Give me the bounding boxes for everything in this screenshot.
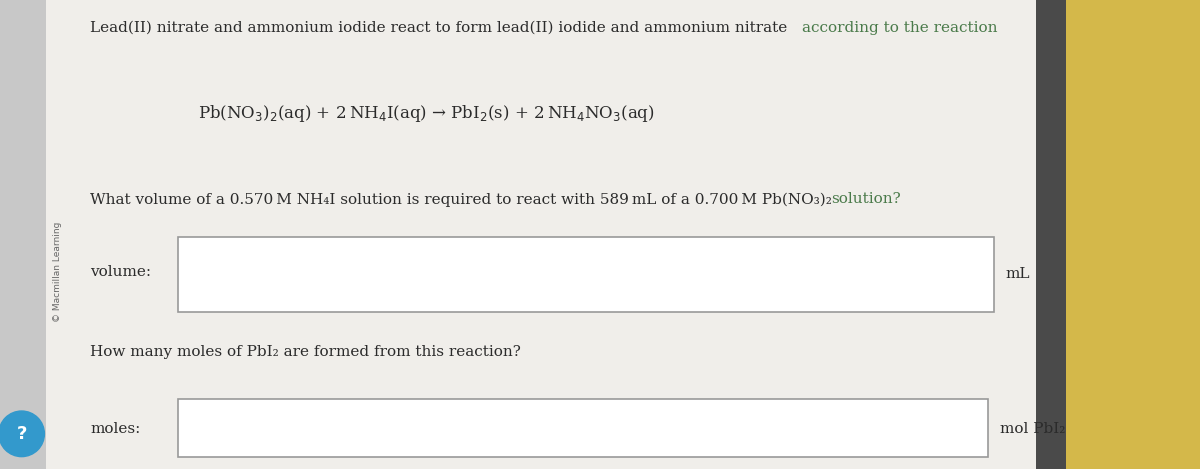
Text: © Macmillan Learning: © Macmillan Learning: [53, 222, 62, 322]
Text: ?: ?: [17, 425, 26, 443]
Text: mol PbI₂: mol PbI₂: [1000, 422, 1064, 436]
FancyBboxPatch shape: [178, 237, 994, 312]
Text: according to the reaction: according to the reaction: [802, 21, 997, 35]
Text: Lead(II) nitrate and ammonium iodide react to form lead(II) iodide and ammonium : Lead(II) nitrate and ammonium iodide rea…: [90, 21, 792, 35]
Text: solution?: solution?: [832, 192, 901, 206]
Text: What volume of a 0.570 M NH₄I solution is required to react with 589 mL of a 0.7: What volume of a 0.570 M NH₄I solution i…: [90, 192, 836, 207]
Text: volume:: volume:: [90, 265, 151, 279]
Text: How many moles of PbI₂ are formed from this reaction?: How many moles of PbI₂ are formed from t…: [90, 345, 521, 359]
Text: Pb(NO$_3$)$_2$(aq) + 2 NH$_4$I(aq) → PbI$_2$(s) + 2 NH$_4$NO$_3$(aq): Pb(NO$_3$)$_2$(aq) + 2 NH$_4$I(aq) → PbI…: [198, 103, 655, 124]
FancyBboxPatch shape: [1066, 0, 1200, 469]
Text: mL: mL: [1006, 267, 1030, 281]
FancyBboxPatch shape: [1036, 0, 1066, 469]
Text: moles:: moles:: [90, 422, 140, 436]
FancyBboxPatch shape: [178, 399, 988, 457]
FancyBboxPatch shape: [46, 0, 1036, 469]
Ellipse shape: [0, 411, 44, 457]
